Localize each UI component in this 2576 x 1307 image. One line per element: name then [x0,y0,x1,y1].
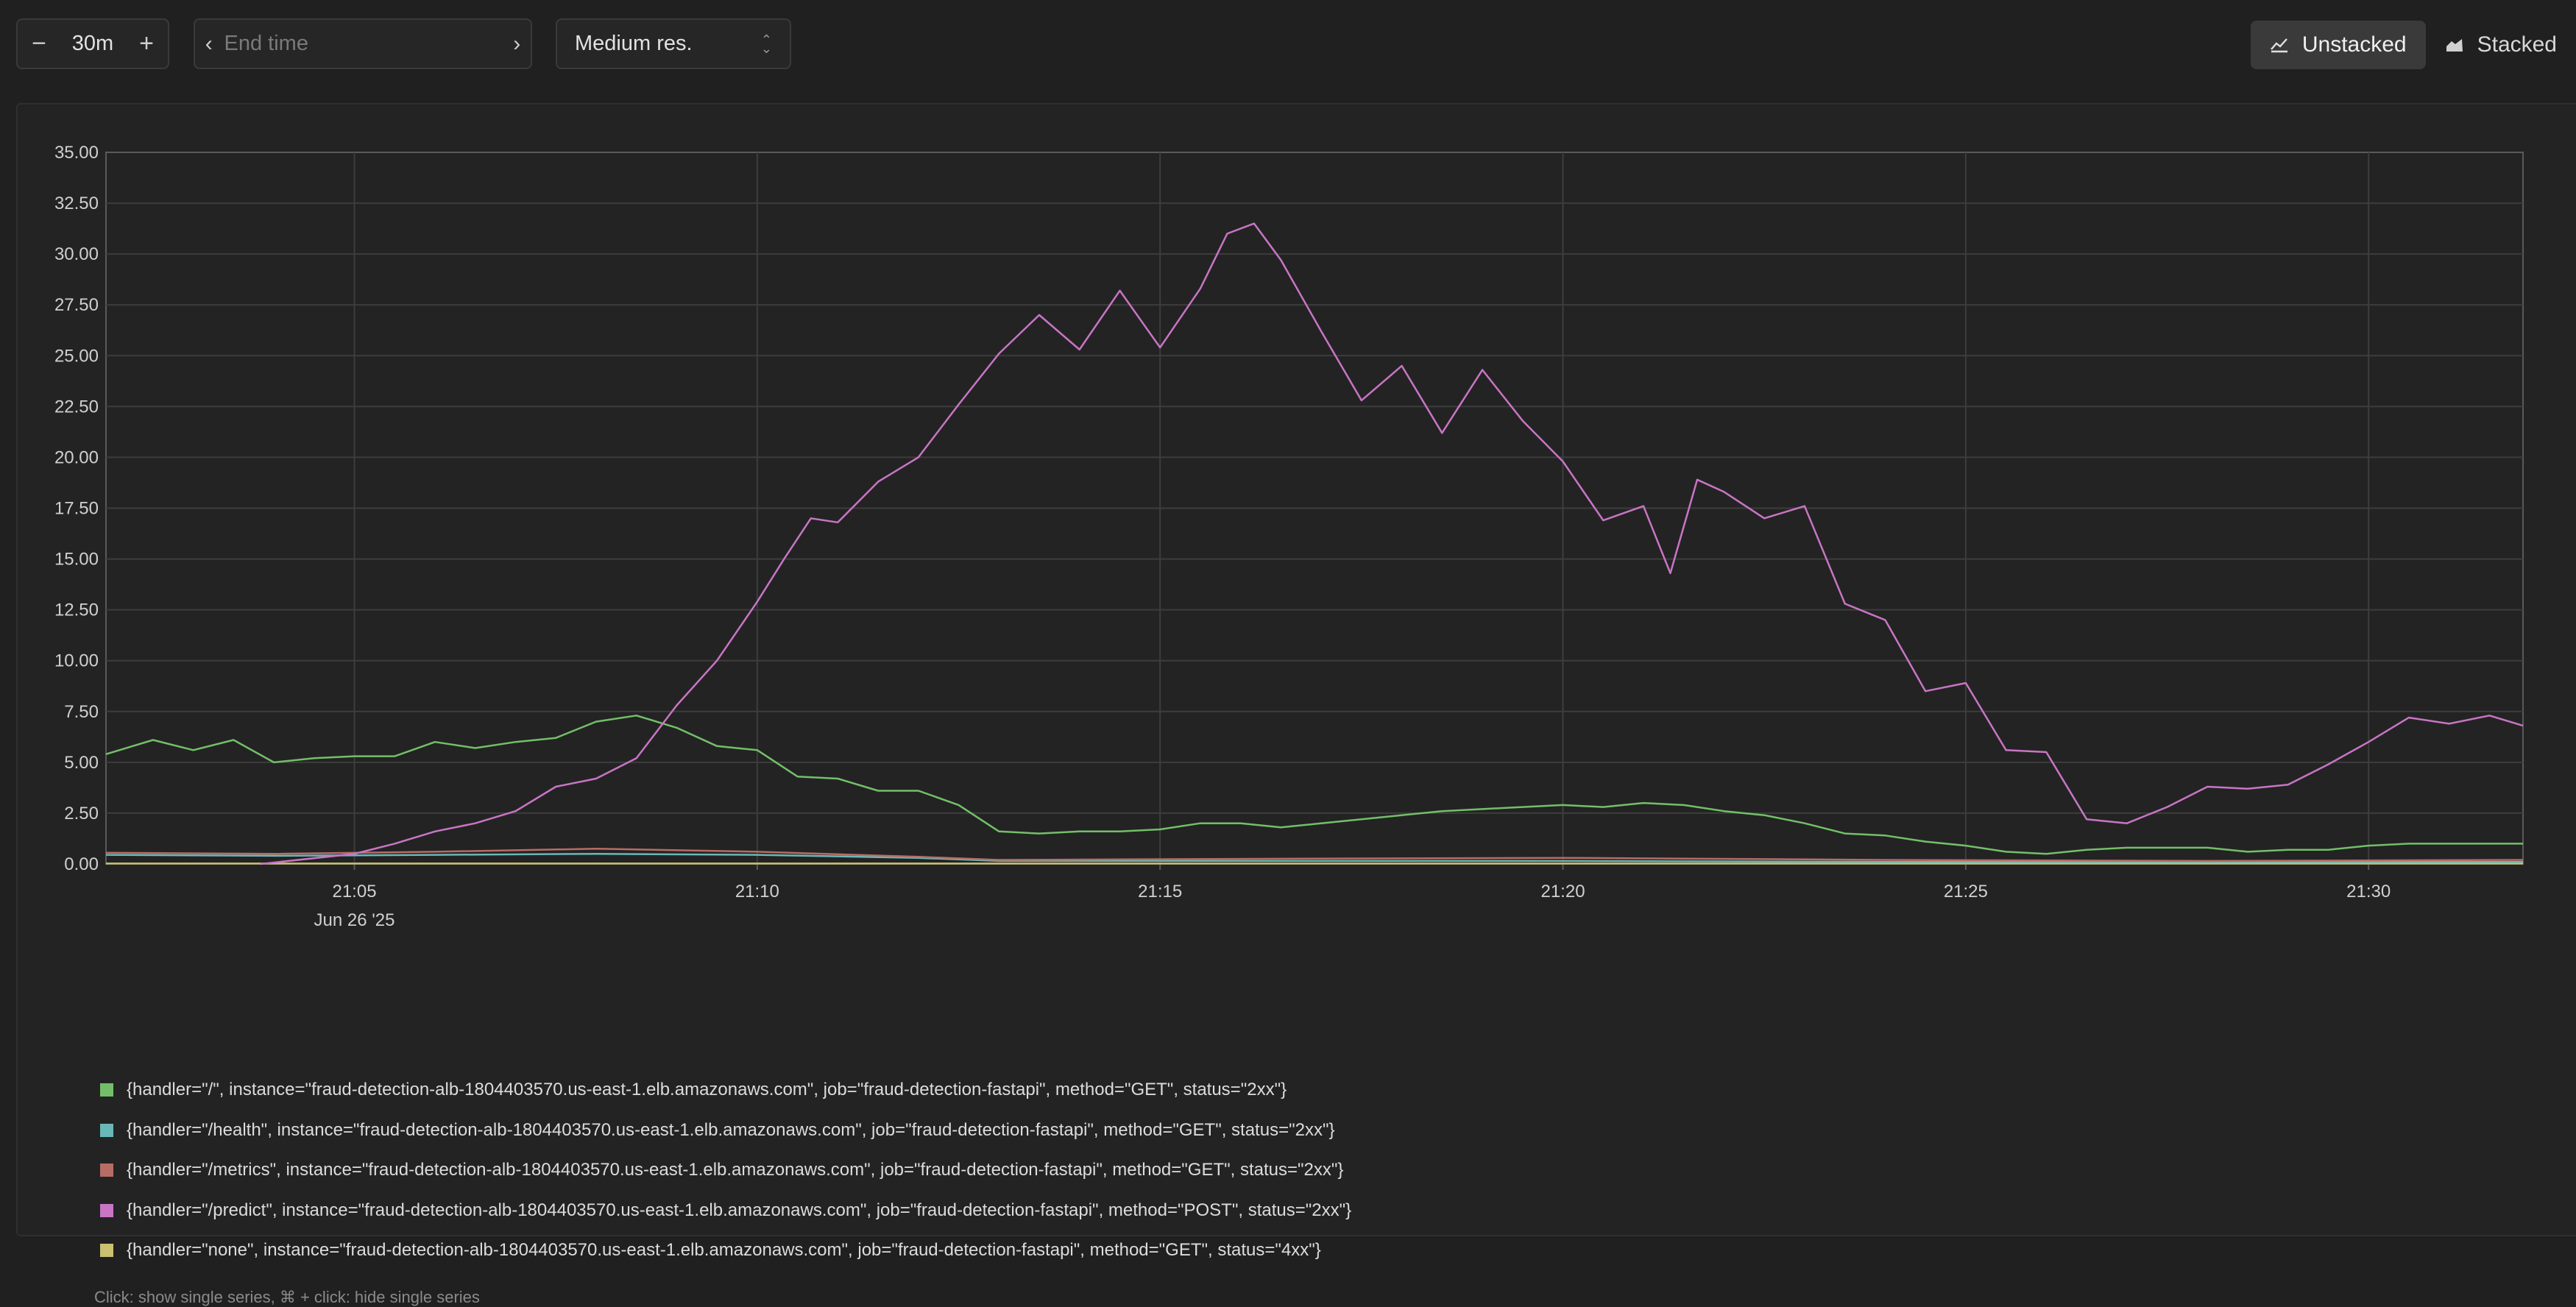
resolution-label: Medium res. [575,32,693,55]
chevron-updown-icon: ⌃ ⌄ [760,32,772,56]
unstacked-button[interactable]: Unstacked [2250,21,2426,69]
series-line [105,848,2524,863]
legend-swatch [100,1083,113,1097]
legend-swatch [100,1244,113,1258]
y-tick-label: 0.00 [64,854,99,874]
query-toolbar: − 30m + ‹ › Medium res. ⌃⌄ Unstacked Sta… [0,0,2576,90]
legend-item[interactable]: {handler="/predict", instance="fraud-det… [100,1191,1351,1231]
chevron-right-icon[interactable]: › [513,31,521,56]
legend-label: {handler="/metrics", instance="fraud-det… [127,1160,1344,1180]
legend-swatch [100,1203,113,1217]
x-tick-label: 21:05 [332,882,376,902]
legend-label: {handler="/predict", instance="fraud-det… [127,1200,1352,1220]
legend-swatch [100,1163,113,1177]
range-decrease-button[interactable]: − [32,29,46,57]
time-series-chart[interactable]: 0.00 2.50 5.00 7.50 10.00 12.50 15.00 17.50 20.0… [18,105,2561,1061]
end-time-input[interactable] [222,31,503,57]
line-chart-icon [2270,38,2287,53]
series-line [260,222,2524,865]
y-tick-label: 22.50 [54,397,99,417]
stacked-label: Stacked [2477,32,2557,57]
legend-label: {handler="none", instance="fraud-detecti… [127,1240,1321,1261]
x-tick-date-label: Jun 26 '25 [314,910,395,930]
legend-item[interactable]: {handler="/", instance="fraud-detection-… [100,1070,1351,1111]
series-legend: {handler="/", instance="fraud-detection-… [100,1070,1351,1271]
stacked-button[interactable]: Stacked [2426,21,2576,69]
legend-item[interactable]: {handler="none", instance="fraud-detecti… [100,1230,1351,1271]
y-tick-label: 17.50 [54,499,99,519]
x-tick-label: 21:15 [1138,882,1182,902]
legend-label: {handler="/", instance="fraud-detection-… [127,1080,1287,1100]
legend-label: {handler="/health", instance="fraud-dete… [127,1119,1335,1140]
stacking-toggle: Unstacked Stacked [2250,21,2576,69]
legend-item[interactable]: {handler="/metrics", instance="fraud-det… [100,1150,1351,1191]
unstacked-label: Unstacked [2301,32,2407,57]
end-time-control: ‹ › [194,18,532,69]
y-tick-label: 25.00 [54,346,99,366]
y-tick-label: 10.00 [54,651,99,671]
range-control: − 30m + [16,18,169,69]
legend-swatch [100,1123,113,1137]
y-tick-label: 35.00 [54,143,99,163]
y-tick-label: 27.50 [54,295,99,315]
y-tick-label: 30.00 [54,244,99,264]
y-tick-label: 15.00 [54,550,99,570]
x-tick-label: 21:10 [735,882,779,902]
y-tick-label: 5.00 [64,753,99,773]
range-increase-button[interactable]: + [139,29,154,57]
resolution-select[interactable]: Medium res. ⌃ ⌄ [556,18,791,69]
x-tick-label: 21:20 [1540,882,1585,902]
y-tick-label: 7.50 [64,702,99,722]
x-tick-label: 21:30 [2346,882,2391,902]
graph-panel: 0.00 2.50 5.00 7.50 10.00 12.50 15.00 17.50 20.0… [16,103,2576,1306]
x-tick-label: 21:25 [1944,882,1988,902]
y-tick-label: 12.50 [54,601,99,620]
legend-item[interactable]: {handler="/health", instance="fraud-dete… [100,1111,1351,1151]
area-chart-icon [2446,39,2463,52]
y-tick-label: 32.50 [54,194,99,213]
range-value[interactable]: 30m [71,32,114,55]
series-line [105,852,2523,863]
y-tick-label: 2.50 [64,804,99,823]
legend-hint: Click: show single series, ⌘ + click: hi… [94,1288,480,1306]
series-line [105,715,2523,855]
chevron-left-icon[interactable]: ‹ [205,31,213,56]
y-tick-label: 20.00 [54,447,99,467]
